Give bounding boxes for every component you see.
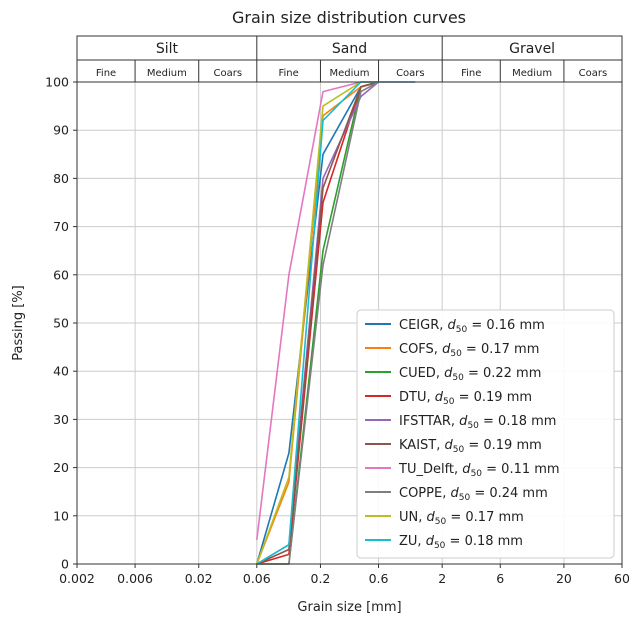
- y-tick-label: 90: [53, 123, 69, 138]
- x-tick-label: 0.2: [311, 571, 331, 586]
- y-tick-label: 50: [53, 316, 69, 331]
- subband-label: Coars: [396, 68, 425, 79]
- band-label: Gravel: [509, 41, 555, 57]
- y-axis-label: Passing [%]: [11, 285, 26, 361]
- subband-label: Fine: [278, 68, 298, 79]
- subband-label: Fine: [461, 68, 481, 79]
- legend-entry: CEIGR, d50 = 0.16 mm: [399, 318, 545, 335]
- x-tick-label: 0.02: [185, 571, 213, 586]
- legend-entry: IFSTTAR, d50 = 0.18 mm: [399, 414, 556, 431]
- y-tick-label: 30: [53, 412, 69, 427]
- subband-label: Coars: [579, 68, 608, 79]
- legend-entry: COFS, d50 = 0.17 mm: [399, 342, 539, 359]
- tick-labels: 0.002 0.006 0.02 0.06 0.2 0.6 2 6 20 60 0 10 20 30 40 5…: [45, 75, 630, 587]
- legend: CEIGR, d50 = 0.16 mm COFS, d50 = 0.17 mm C…: [356, 309, 615, 559]
- subband-label: Fine: [96, 68, 116, 79]
- band-label: Sand: [332, 41, 367, 57]
- y-tick-label: 100: [45, 75, 69, 90]
- y-tick-label: 40: [53, 364, 69, 379]
- y-tick-label: 60: [53, 267, 69, 282]
- legend-entry: COPPE, d50 = 0.24 mm: [399, 486, 548, 503]
- x-axis-label: Grain size [mm]: [297, 600, 401, 615]
- legend-entry: ZU, d50 = 0.18 mm: [399, 534, 523, 551]
- legend-entry: DTU, d50 = 0.19 mm: [399, 390, 532, 407]
- legend-entry: TU_Delft, d50 = 0.11 mm: [398, 462, 560, 479]
- classification-bands: Silt Fine Medium Coars Sand Fine Medium Coars Gr…: [76, 35, 623, 83]
- band-label: Silt: [156, 41, 179, 57]
- subband-label: Medium: [330, 68, 370, 79]
- subband-label: Medium: [512, 68, 552, 79]
- y-tick-label: 70: [53, 219, 69, 234]
- legend-entry: UN, d50 = 0.17 mm: [399, 510, 524, 527]
- x-tick-label: 0.002: [59, 571, 95, 586]
- legend-entry: CUED, d50 = 0.22 mm: [399, 366, 541, 383]
- x-tick-label: 0.06: [243, 571, 271, 586]
- x-tick-label: 6: [496, 571, 504, 586]
- y-tick-label: 20: [53, 460, 69, 475]
- x-tick-label: 0.006: [117, 571, 153, 586]
- y-tick-label: 0: [61, 557, 69, 572]
- y-tick-label: 80: [53, 171, 69, 186]
- band-header-box: [76, 35, 623, 83]
- legend-entry: KAIST, d50 = 0.19 mm: [399, 438, 542, 455]
- series-line-kaist: [256, 81, 379, 565]
- x-tick-label: 60: [614, 571, 630, 586]
- legend-box: [356, 309, 615, 559]
- x-tick-label: 2: [438, 571, 446, 586]
- x-tick-label: 0.6: [369, 571, 389, 586]
- x-tick-label: 20: [556, 571, 572, 586]
- subband-label: Coars: [213, 68, 242, 79]
- y-tick-label: 10: [53, 508, 69, 523]
- subband-label: Medium: [147, 68, 187, 79]
- chart-title: Grain size distribution curves: [232, 8, 466, 27]
